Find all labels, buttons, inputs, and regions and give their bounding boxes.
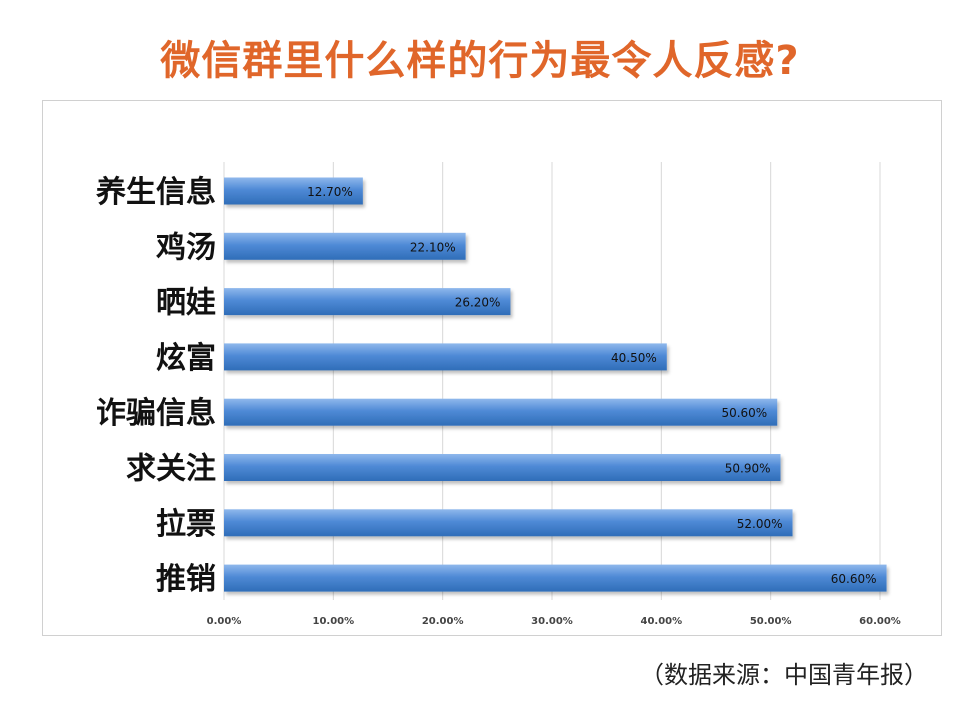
- bar: [224, 398, 778, 426]
- x-tick-label: 40.00%: [641, 616, 683, 627]
- x-tick-label: 20.00%: [422, 616, 464, 627]
- source-note: （数据来源：中国青年报）: [640, 661, 928, 689]
- bar-value-label: 50.60%: [721, 406, 767, 420]
- bar-value-label: 26.20%: [455, 296, 501, 310]
- bar-value-label: 40.50%: [611, 351, 657, 365]
- x-tick-label: 60.00%: [859, 616, 901, 627]
- bar-value-label: 12.70%: [307, 185, 353, 199]
- bar: [224, 288, 511, 316]
- category-label: 鸡汤: [156, 230, 216, 265]
- bar-value-label: 60.60%: [831, 572, 877, 586]
- bar-value-label: 52.00%: [737, 517, 783, 531]
- bar: [224, 232, 466, 260]
- bar: [224, 343, 667, 371]
- category-label: 拉票: [156, 507, 216, 542]
- category-label: 推销: [156, 562, 216, 597]
- x-tick-label: 10.00%: [313, 616, 355, 627]
- chart-title: 微信群里什么样的行为最令人反感?: [160, 38, 800, 84]
- bar-value-label: 22.10%: [410, 240, 456, 254]
- bar: [224, 509, 793, 537]
- category-label: 诈骗信息: [96, 396, 216, 431]
- category-label: 晒娃: [156, 286, 216, 321]
- category-label: 求关注: [126, 452, 216, 487]
- x-tick-label: 30.00%: [531, 616, 573, 627]
- x-tick-label: 0.00%: [207, 616, 242, 627]
- bar: [224, 564, 887, 592]
- bar: [224, 454, 781, 481]
- bar: [224, 177, 363, 205]
- bar-value-label: 50.90%: [725, 462, 771, 476]
- x-tick-label: 50.00%: [750, 616, 792, 627]
- category-label: 炫富: [156, 341, 216, 376]
- category-label: 养生信息: [96, 175, 216, 210]
